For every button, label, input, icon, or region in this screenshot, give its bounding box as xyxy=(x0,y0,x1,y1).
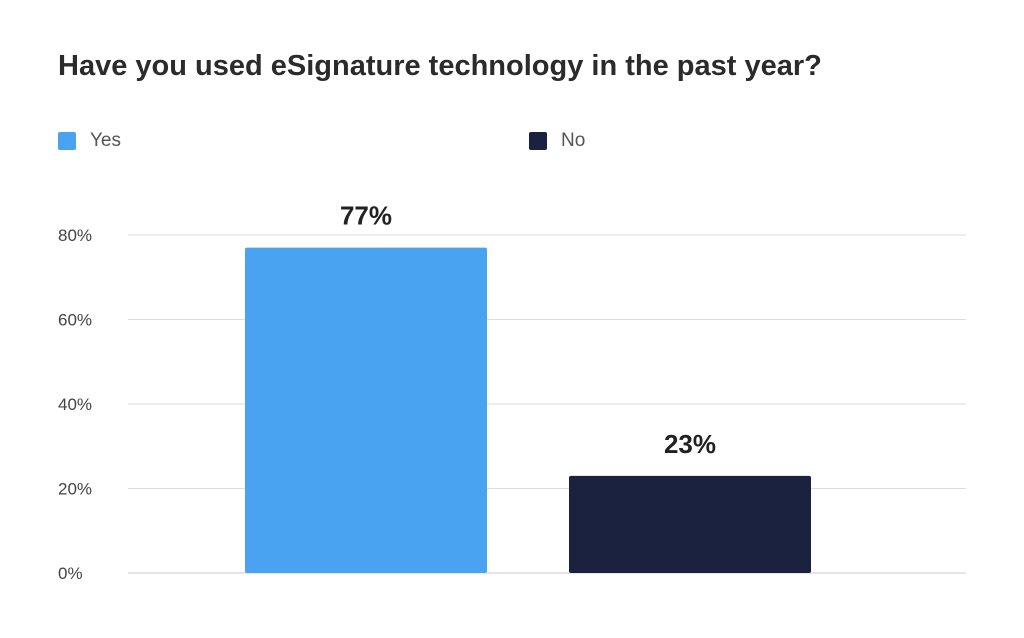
y-tick-label-40: 40% xyxy=(58,395,92,414)
legend-swatch-yes xyxy=(58,132,76,150)
legend-item-no: No xyxy=(529,130,585,152)
data-label-yes: 77% xyxy=(340,201,392,231)
data-label-no: 23% xyxy=(664,429,716,459)
chart-title: Have you used eSignature technology in t… xyxy=(58,50,822,82)
y-tick-label-0: 0% xyxy=(58,564,83,583)
y-tick-label-20: 20% xyxy=(58,480,92,499)
bar-no xyxy=(569,475,811,573)
bar-yes xyxy=(245,247,487,574)
legend-label-no: No xyxy=(561,130,586,151)
legend-swatch-no xyxy=(529,132,547,150)
y-tick-label-80: 80% xyxy=(58,226,92,245)
legend-label-yes: Yes xyxy=(90,130,121,151)
y-tick-label-60: 60% xyxy=(58,311,92,330)
legend-item-yes: Yes xyxy=(58,130,121,152)
